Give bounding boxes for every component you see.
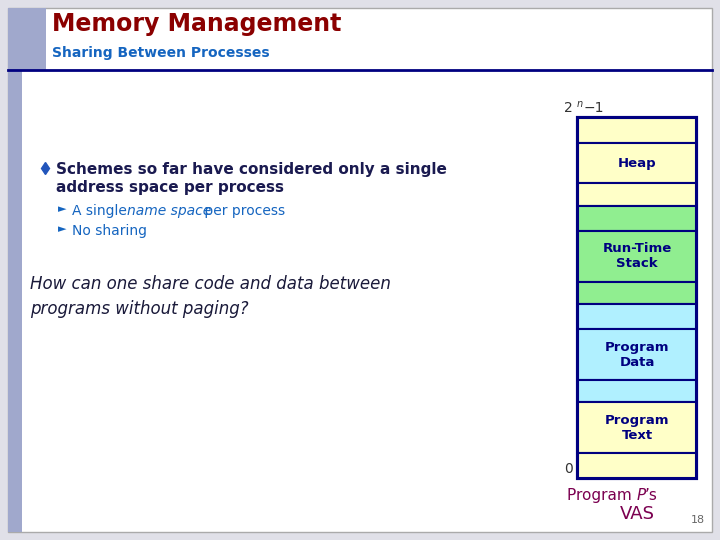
Text: name space: name space [127,204,211,218]
Text: P: P [637,488,647,503]
Text: VAS: VAS [619,505,654,523]
Bar [578,453,696,478]
Bar [578,143,696,184]
Bar [578,118,696,478]
Bar [578,329,696,380]
Bar [578,231,696,282]
Text: Program
Text: Program Text [605,414,670,442]
Text: n: n [577,99,583,109]
Text: Memory Management: Memory Management [52,12,341,36]
Text: Heap: Heap [618,157,657,170]
Bar [578,305,696,329]
Text: 18: 18 [691,515,705,525]
Text: No sharing: No sharing [72,224,147,238]
Text: A single: A single [72,204,131,218]
Bar [8,70,22,532]
Text: 0: 0 [564,462,573,476]
Text: Schemes so far have considered only a single: Schemes so far have considered only a si… [56,162,447,177]
Text: Sharing Between Processes: Sharing Between Processes [52,46,269,60]
Text: per process: per process [200,204,285,218]
Bar [578,402,696,453]
Text: ’s: ’s [645,488,658,503]
Text: ►: ► [58,204,66,214]
Bar [578,206,696,231]
Text: Program: Program [567,488,637,503]
Bar [578,380,696,402]
Text: ►: ► [58,224,66,234]
Bar [578,118,696,143]
Text: 2: 2 [564,101,573,115]
Text: address space per process: address space per process [56,180,284,195]
Text: Run-Time
Stack: Run-Time Stack [603,242,672,271]
Bar [578,282,696,305]
Text: Program
Data: Program Data [605,341,670,369]
Bar [578,184,696,206]
Bar [8,8,46,70]
Text: How can one share code and data between
programs without paging?: How can one share code and data between … [30,275,391,318]
Text: −1: −1 [584,101,605,115]
